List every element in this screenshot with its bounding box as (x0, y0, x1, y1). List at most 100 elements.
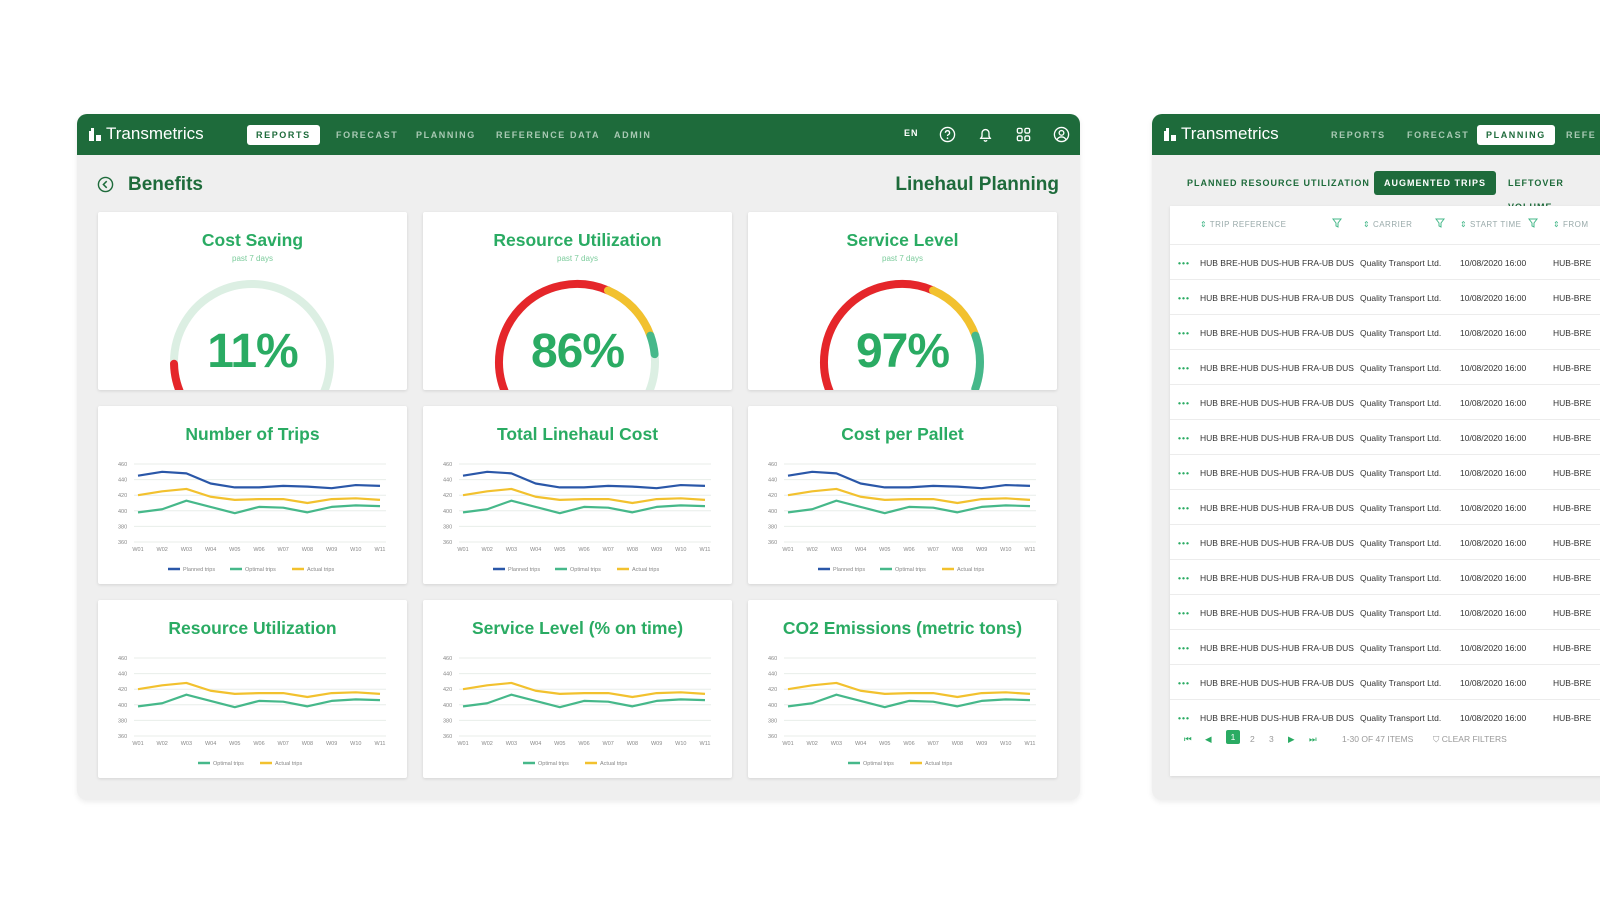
nav-reports[interactable]: REPORTS (247, 125, 320, 145)
row-menu-icon[interactable]: ••• (1178, 643, 1190, 653)
y-tick-label: 380 (443, 524, 452, 530)
x-tick-label: W02 (807, 547, 818, 553)
table-row[interactable]: ••• HUB BRE-HUB DUS-HUB FRA-UB DUS Quality… (1170, 454, 1600, 490)
row-menu-icon[interactable]: ••• (1178, 398, 1190, 408)
x-tick-label: W01 (457, 547, 468, 553)
x-tick-label: W09 (326, 547, 337, 553)
x-tick-label: W07 (278, 741, 289, 747)
row-menu-icon[interactable]: ••• (1178, 678, 1190, 688)
prev-page-icon[interactable]: ◀ (1205, 734, 1212, 744)
series-line (462, 499, 706, 515)
tab-planned-resource-utilization[interactable]: PLANNED RESOURCE UTILIZATION (1187, 178, 1370, 188)
row-menu-icon[interactable]: ••• (1178, 363, 1190, 373)
x-tick-label: W08 (627, 741, 638, 747)
row-menu-icon[interactable]: ••• (1178, 713, 1190, 723)
table-row[interactable]: ••• HUB BRE-HUB DUS-HUB FRA-UB DUS Quality… (1170, 244, 1600, 280)
x-tick-label: W05 (229, 741, 240, 747)
x-tick-label: W01 (132, 741, 143, 747)
col-trip-reference[interactable]: ⇕ TRIP REFERENCE (1200, 220, 1287, 229)
table-row[interactable]: ••• HUB BRE-HUB DUS-HUB FRA-UB DUS Quality… (1170, 524, 1600, 560)
cell-start-time: 10/08/2020 16:00 (1460, 608, 1527, 618)
legend-label: Optimal trips (895, 567, 926, 573)
cell-from: HUB-BRE (1553, 713, 1592, 723)
nav-reference-data[interactable]: REFERENCE DATA (496, 130, 601, 140)
nav-planning[interactable]: PLANNING (1477, 125, 1555, 145)
cell-carrier: Quality Transport Ltd. (1360, 328, 1442, 338)
row-menu-icon[interactable]: ••• (1178, 538, 1190, 548)
cell-trip-reference: HUB BRE-HUB DUS-HUB FRA-UB DUS (1200, 293, 1354, 303)
cell-trip-reference: HUB BRE-HUB DUS-HUB FRA-UB DUS (1200, 538, 1354, 548)
table-row[interactable]: ••• HUB BRE-HUB DUS-HUB FRA-UB DUS Quality… (1170, 489, 1600, 525)
cell-trip-reference: HUB BRE-HUB DUS-HUB FRA-UB DUS (1200, 433, 1354, 443)
row-menu-icon[interactable]: ••• (1178, 328, 1190, 338)
legend-label: Actual trips (925, 761, 952, 767)
page-2-button[interactable]: 2 (1250, 734, 1255, 744)
nav-forecast[interactable]: FORECAST (1407, 130, 1470, 140)
table-row[interactable]: ••• HUB BRE-HUB DUS-HUB FRA-UB DUS Quality… (1170, 629, 1600, 665)
x-tick-label: W05 (879, 741, 890, 747)
col-from[interactable]: ⇕ FROM (1553, 220, 1589, 229)
user-icon[interactable] (1053, 126, 1070, 143)
row-menu-icon[interactable]: ••• (1178, 573, 1190, 583)
table-row[interactable]: ••• HUB BRE-HUB DUS-HUB FRA-UB DUS Quality… (1170, 664, 1600, 700)
page-3-button[interactable]: 3 (1269, 734, 1274, 744)
row-menu-icon[interactable]: ••• (1178, 433, 1190, 443)
last-page-icon[interactable]: ⏭ (1309, 734, 1317, 744)
tab-leftover-volume[interactable]: LEFTOVER VOLUME (1508, 178, 1564, 212)
x-tick-label: W08 (952, 547, 963, 553)
logo[interactable]: Transmetrics (89, 124, 204, 144)
cell-start-time: 10/08/2020 16:00 (1460, 328, 1527, 338)
filter-icon[interactable] (1332, 218, 1342, 228)
x-tick-label: W03 (506, 741, 517, 747)
language-selector[interactable]: EN (904, 128, 919, 138)
series-line (787, 681, 1031, 699)
next-page-icon[interactable]: ▶ (1288, 734, 1295, 744)
row-menu-icon[interactable]: ••• (1178, 468, 1190, 478)
row-menu-icon[interactable]: ••• (1178, 503, 1190, 513)
filter-icon[interactable] (1528, 218, 1538, 228)
legend-label: Planned trips (508, 567, 540, 573)
logo[interactable]: Transmetrics (1164, 124, 1279, 144)
table-row[interactable]: ••• HUB BRE-HUB DUS-HUB FRA-UB DUS Quality… (1170, 559, 1600, 595)
line-chart: 360 380 400 420 440 460 W01 W02 W03 W04 W05 W06 W07 W… (118, 656, 386, 767)
cell-from: HUB-BRE (1553, 293, 1592, 303)
x-tick-label: W04 (855, 547, 866, 553)
bell-icon[interactable] (977, 126, 994, 143)
row-menu-icon[interactable]: ••• (1178, 258, 1190, 268)
col-start-time[interactable]: ⇕ START TIME (1460, 220, 1522, 229)
table-row[interactable]: ••• HUB BRE-HUB DUS-HUB FRA-UB DUS Quality… (1170, 349, 1600, 385)
gauge-chart (170, 280, 334, 390)
nav-admin[interactable]: ADMIN (614, 130, 652, 140)
nav-forecast[interactable]: FORECAST (336, 130, 399, 140)
table-row[interactable]: ••• HUB BRE-HUB DUS-HUB FRA-UB DUS Quality… (1170, 594, 1600, 630)
nav-reports[interactable]: REPORTS (1331, 130, 1386, 140)
col-carrier[interactable]: ⇕ CARRIER (1363, 220, 1413, 229)
nav-reference-data[interactable]: REFE (1566, 130, 1597, 140)
first-page-icon[interactable]: ⏮ (1184, 734, 1192, 744)
items-info: 1-30 OF 47 ITEMS (1342, 734, 1414, 744)
y-tick-label: 460 (118, 462, 127, 468)
apps-icon[interactable] (1015, 126, 1032, 143)
x-tick-label: W11 (1025, 547, 1036, 553)
x-tick-label: W05 (229, 547, 240, 553)
nav-planning[interactable]: PLANNING (416, 130, 476, 140)
help-icon[interactable] (939, 126, 956, 143)
back-arrow-icon[interactable] (97, 176, 114, 193)
cell-carrier: Quality Transport Ltd. (1360, 293, 1442, 303)
cell-start-time: 10/08/2020 16:00 (1460, 363, 1527, 373)
x-tick-label: W08 (627, 547, 638, 553)
cell-from: HUB-BRE (1553, 573, 1592, 583)
page-1-button[interactable]: 1 (1226, 730, 1240, 744)
table-row[interactable]: ••• HUB BRE-HUB DUS-HUB FRA-UB DUS Quality… (1170, 279, 1600, 315)
table-row[interactable]: ••• HUB BRE-HUB DUS-HUB FRA-UB DUS Quality… (1170, 699, 1600, 735)
filter-icon[interactable] (1435, 218, 1445, 228)
clear-filters-button[interactable]: ⛉ CLEAR FILTERS (1433, 734, 1507, 744)
tab-augmented-trips[interactable]: AUGMENTED TRIPS (1374, 171, 1497, 195)
x-tick-label: W06 (903, 547, 914, 553)
table-row[interactable]: ••• HUB BRE-HUB DUS-HUB FRA-UB DUS Quality… (1170, 314, 1600, 350)
table-row[interactable]: ••• HUB BRE-HUB DUS-HUB FRA-UB DUS Quality… (1170, 384, 1600, 420)
y-tick-label: 440 (443, 478, 452, 484)
row-menu-icon[interactable]: ••• (1178, 293, 1190, 303)
row-menu-icon[interactable]: ••• (1178, 608, 1190, 618)
table-row[interactable]: ••• HUB BRE-HUB DUS-HUB FRA-UB DUS Quality… (1170, 419, 1600, 455)
